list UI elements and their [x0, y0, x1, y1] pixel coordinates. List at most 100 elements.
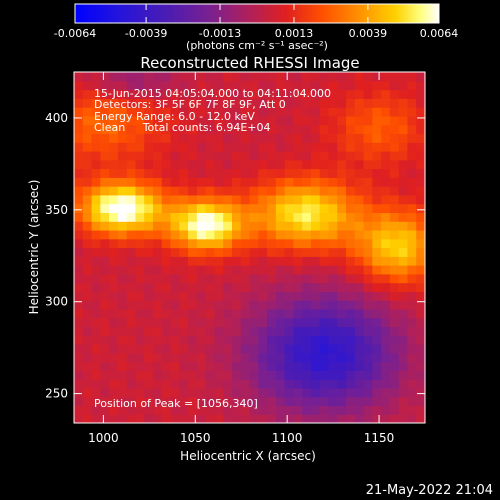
heatmap-cell	[231, 203, 242, 214]
heatmap-cell	[363, 370, 373, 380]
heatmap-cell	[196, 361, 207, 371]
heatmap-cell	[152, 300, 163, 310]
heatmap-cell	[135, 80, 145, 91]
heatmap-cell	[363, 80, 373, 91]
heatmap-cell	[416, 203, 425, 214]
heatmap-cell	[161, 159, 172, 170]
heatmap-cell	[275, 124, 286, 135]
heatmap-cell	[74, 352, 84, 363]
heatmap-cell	[74, 115, 84, 126]
heatmap-cell	[258, 308, 268, 319]
heatmap-cell	[82, 159, 93, 170]
heatmap-cell	[170, 387, 180, 398]
heatmap-cell	[293, 142, 303, 152]
heatmap-cell	[144, 115, 154, 126]
heatmap-cell	[258, 107, 268, 117]
heatmap-cell	[302, 335, 312, 345]
heatmap-cell	[398, 159, 409, 170]
heatmap-cell	[389, 107, 400, 117]
heatmap-cell	[109, 194, 119, 205]
heatmap-cell	[126, 177, 137, 187]
heatmap-cell	[161, 133, 172, 143]
heatmap-cell	[328, 229, 338, 240]
heatmap-cell	[249, 308, 259, 319]
heatmap-cell	[82, 238, 93, 249]
heatmap-cell	[126, 133, 137, 143]
heatmap-cell	[205, 361, 216, 371]
heatmap-cell	[275, 98, 286, 108]
heatmap-cell	[135, 282, 145, 292]
heatmap-cell	[267, 238, 277, 249]
heatmap-cell	[126, 115, 137, 126]
heatmap-cell	[310, 291, 321, 301]
heatmap-cell	[275, 308, 286, 319]
heatmap-cell	[144, 212, 154, 222]
heatmap-cell	[284, 282, 294, 292]
heatmap-cell	[249, 107, 259, 117]
heatmap-cell	[188, 194, 198, 205]
heatmap-cell	[205, 387, 216, 398]
heatmap-cell	[214, 133, 224, 143]
heatmap-cell	[267, 361, 277, 371]
heatmap-cell	[328, 370, 338, 380]
heatmap-cell	[328, 379, 338, 389]
heatmap-cell	[91, 405, 101, 415]
heatmap-cell	[381, 247, 391, 257]
heatmap-cell	[135, 89, 145, 99]
heatmap-cell	[258, 414, 268, 423]
heatmap-cell	[196, 72, 207, 82]
heatmap-cell	[109, 229, 119, 240]
heatmap-cell	[249, 238, 259, 249]
heatmap-cell	[214, 326, 224, 336]
heatmap-cell	[346, 221, 356, 231]
heatmap-cell	[346, 379, 356, 389]
heatmap-cell	[328, 194, 338, 205]
heatmap-cell	[310, 159, 321, 170]
heatmap-cell	[416, 344, 425, 354]
heatmap-cell	[205, 159, 216, 170]
heatmap-cell	[275, 186, 286, 196]
heatmap-cell	[267, 300, 277, 310]
heatmap-cell	[82, 150, 93, 161]
heatmap-cell	[302, 203, 312, 214]
heatmap-cell	[319, 80, 330, 91]
heatmap-cell	[407, 221, 417, 231]
heatmap-cell	[372, 291, 382, 301]
heatmap-cell	[346, 326, 356, 336]
heatmap-cell	[267, 98, 277, 108]
heatmap-cell	[117, 124, 128, 135]
heatmap-cell	[74, 229, 84, 240]
heatmap-cell	[337, 396, 347, 407]
heatmap-cell	[354, 265, 365, 275]
heatmap-cell	[240, 203, 251, 214]
heatmap-cell	[354, 396, 365, 407]
heatmap-cell	[74, 203, 84, 214]
heatmap-cell	[223, 89, 233, 99]
heatmap-cell	[416, 352, 425, 363]
heatmap-cell	[258, 89, 268, 99]
colorbar-tick-label: 0.0039	[349, 27, 388, 40]
heatmap-cell	[170, 238, 180, 249]
heatmap-cell	[258, 379, 268, 389]
heatmap-cell	[240, 159, 251, 170]
heatmap-cell	[319, 150, 330, 161]
heatmap-cell	[144, 194, 154, 205]
heatmap-cell	[117, 186, 128, 196]
heatmap-cell	[372, 142, 382, 152]
heatmap-cell	[381, 291, 391, 301]
heatmap-cell	[74, 150, 84, 161]
heatmap-cell	[231, 89, 242, 99]
heatmap-cell	[231, 177, 242, 187]
heatmap-cell	[74, 317, 84, 328]
heatmap-cell	[389, 203, 400, 214]
heatmap-cell	[240, 273, 251, 284]
heatmap-cell	[161, 177, 172, 187]
heatmap-cell	[109, 265, 119, 275]
heatmap-cell	[310, 221, 321, 231]
heatmap-cell	[310, 344, 321, 354]
heatmap-cell	[416, 370, 425, 380]
heatmap-cell	[293, 186, 303, 196]
heatmap-cell	[293, 370, 303, 380]
heatmap-cell	[363, 238, 373, 249]
heatmap-cell	[117, 379, 128, 389]
